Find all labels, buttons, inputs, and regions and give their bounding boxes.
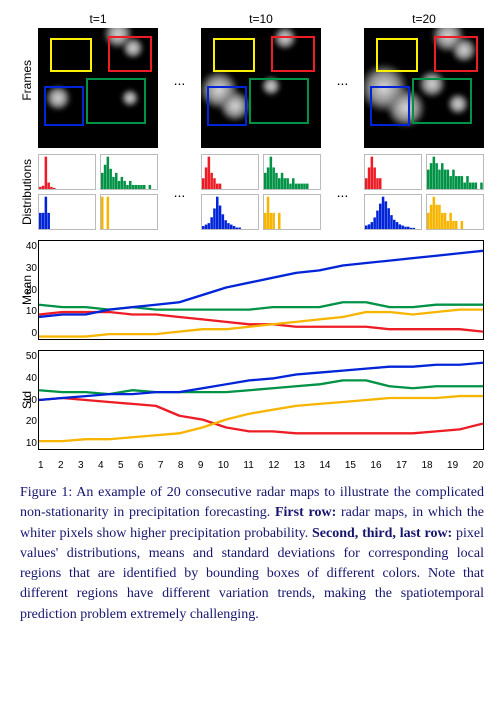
y-tick: 10: [26, 306, 37, 317]
std-chart-row: Std 5040302010: [20, 350, 484, 450]
dist-tile-red: [201, 154, 259, 190]
ellipsis: ...: [170, 72, 190, 88]
caption-bold-2: Second, third, last row:: [312, 526, 452, 541]
dist-grid: [201, 154, 321, 230]
bbox-green: [86, 78, 146, 124]
frame-title: t=1: [89, 12, 106, 26]
frame-cell: t=20: [364, 12, 484, 148]
caption-bold-1: First row:: [275, 505, 336, 520]
x-tick: 7: [158, 460, 164, 471]
y-tick: 10: [26, 438, 37, 449]
mean-chart-row: Mean 403020100: [20, 240, 484, 340]
bbox-blue: [370, 86, 410, 126]
dist-tile-blue: [201, 194, 259, 230]
x-tick: 20: [473, 460, 484, 471]
dist-grid: [38, 154, 158, 230]
x-tick: 4: [98, 460, 104, 471]
frames-label: Frames: [20, 60, 38, 101]
frames-container: t=1... t=10... t=20: [38, 12, 484, 148]
dist-tile-yellow: [263, 194, 321, 230]
bbox-yellow: [50, 38, 92, 72]
dist-tile-yellow: [426, 194, 484, 230]
mean-y-ticks: 40 30 20 10 0: [15, 241, 37, 339]
dist-tile-green: [426, 154, 484, 190]
dist-tile-green: [100, 154, 158, 190]
figure: Frames t=1... t=10... t=20 Distributions .…: [20, 12, 484, 625]
x-tick: 10: [218, 460, 229, 471]
x-ticks: 1234567891011121314151617181920: [38, 460, 484, 471]
bbox-blue: [207, 86, 247, 126]
line-yellow: [39, 310, 483, 337]
y-tick: 40: [26, 241, 37, 252]
ellipsis: ...: [333, 184, 353, 200]
x-tick: 6: [138, 460, 144, 471]
bbox-green: [412, 78, 472, 124]
x-tick: 17: [396, 460, 407, 471]
x-tick: 12: [268, 460, 279, 471]
x-tick: 18: [422, 460, 433, 471]
bbox-red: [434, 36, 478, 72]
ellipsis: ...: [170, 184, 190, 200]
std-y-ticks: 50 40 30 20 10: [15, 351, 37, 449]
line-green: [39, 380, 483, 394]
bbox-red: [108, 36, 152, 72]
distributions-label: Distributions: [20, 159, 38, 225]
line-blue: [39, 363, 483, 400]
x-tick: 9: [198, 460, 204, 471]
distributions-container: ......: [38, 154, 484, 230]
radar-frame: [364, 28, 484, 148]
dist-tile-blue: [364, 194, 422, 230]
bbox-yellow: [376, 38, 418, 72]
y-tick: 40: [26, 373, 37, 384]
dist-tile-red: [364, 154, 422, 190]
frame-title: t=10: [249, 12, 273, 26]
x-tick: 15: [345, 460, 356, 471]
y-tick: 30: [26, 263, 37, 274]
frame-cell: t=10: [201, 12, 321, 148]
line-green: [39, 302, 483, 309]
x-tick: 5: [118, 460, 124, 471]
ellipsis: ...: [333, 72, 353, 88]
figure-caption: Figure 1: An example of 20 consecutive r…: [20, 483, 484, 625]
bbox-yellow: [213, 38, 255, 72]
y-tick: 20: [26, 285, 37, 296]
frame-title: t=20: [412, 12, 436, 26]
radar-frame: [201, 28, 321, 148]
x-tick: 3: [78, 460, 84, 471]
x-tick: 19: [447, 460, 458, 471]
mean-chart: 403020100: [38, 240, 484, 340]
dist-tile-red: [38, 154, 96, 190]
y-tick: 30: [26, 395, 37, 406]
x-tick: 11: [243, 460, 253, 471]
bbox-blue: [44, 86, 84, 126]
frames-row: Frames t=1... t=10... t=20: [20, 12, 484, 148]
dist-tile-blue: [38, 194, 96, 230]
dist-tile-yellow: [100, 194, 158, 230]
x-tick: 1: [38, 460, 44, 471]
distributions-row: Distributions ......: [20, 154, 484, 230]
line-yellow: [39, 396, 483, 441]
line-red: [39, 398, 483, 433]
x-tick: 8: [178, 460, 184, 471]
x-tick: 13: [294, 460, 305, 471]
x-tick: 16: [370, 460, 381, 471]
frame-cell: t=1: [38, 12, 158, 148]
x-tick: 2: [58, 460, 64, 471]
std-chart: 5040302010: [38, 350, 484, 450]
bbox-green: [249, 78, 309, 124]
radar-frame: [38, 28, 158, 148]
y-tick: 50: [26, 351, 37, 362]
x-tick: 14: [319, 460, 330, 471]
y-tick: 0: [31, 328, 37, 339]
dist-grid: [364, 154, 484, 230]
bbox-red: [271, 36, 315, 72]
dist-tile-green: [263, 154, 321, 190]
y-tick: 20: [26, 416, 37, 427]
